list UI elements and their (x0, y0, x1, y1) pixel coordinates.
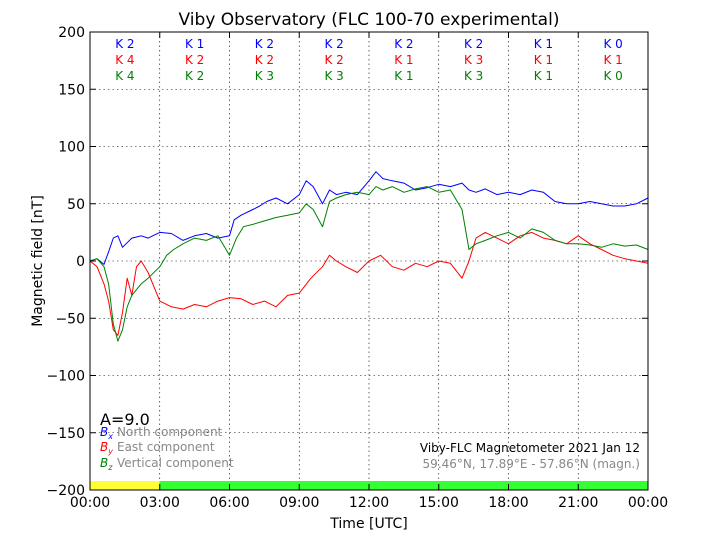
k-index-label: K 1 (185, 37, 204, 51)
instrument-info: Viby-FLC Magnetometer 2021 Jan 12 (420, 441, 640, 455)
data-series (89, 171, 649, 342)
x-tick-label: 03:00 (140, 495, 180, 511)
x-tick-label: 21:00 (558, 495, 598, 511)
k-index-table: K 2 K 1 K 2 K 2 K 2 K 2 K 1 K 0 K 4 K 2 K 2 K 2 K 1 K… (115, 37, 623, 83)
y-tick-label: −150 (47, 426, 85, 442)
k-index-label: K 4 (115, 53, 134, 67)
y-tick-label: −100 (47, 369, 85, 385)
k-index-label: K 2 (255, 53, 274, 67)
y-tick-label: −50 (55, 311, 85, 327)
k-index-label: K 0 (603, 69, 622, 83)
series-north-line (89, 171, 649, 265)
x-tick-label: 00:00 (70, 495, 110, 511)
k-index-label: K 3 (464, 69, 483, 83)
k-index-label: K 3 (324, 69, 343, 83)
k-index-label: K 2 (185, 53, 204, 67)
x-tick-label: 12:00 (349, 495, 389, 511)
k-index-label: K 2 (324, 37, 343, 51)
k-index-label: K 4 (115, 69, 134, 83)
y-tick-label: −200 (47, 483, 85, 499)
legend-symbol-vertical: Bz (100, 456, 113, 472)
y-tick-label: 100 (58, 140, 85, 156)
activity-segment (90, 481, 160, 490)
x-tick-label: 18:00 (488, 495, 528, 511)
legend-symbol-north: Bx (100, 425, 113, 441)
a-index: A=9.0 (100, 410, 150, 429)
x-axis-label: Time [UTC] (329, 516, 407, 532)
legend-symbol-east: By (100, 440, 113, 456)
y-tick-labels: −200 −150 −100 −50 0 50 100 150 200 (47, 25, 85, 499)
y-tick-label: 0 (76, 254, 85, 270)
k-index-label: K 1 (534, 37, 553, 51)
k-index-label: K 1 (603, 53, 622, 67)
legend-item-north: Bx North component (100, 425, 223, 441)
k-index-label: K 3 (255, 69, 274, 83)
legend: Bx North component By East component Bz … (100, 425, 234, 472)
k-index-label: K 1 (394, 53, 413, 67)
chart-title: Viby Observatory (FLC 100-70 experimenta… (179, 10, 560, 30)
y-tick-label: 150 (58, 82, 85, 98)
legend-label-vertical: Vertical component (117, 456, 234, 470)
k-index-label: K 0 (603, 37, 622, 51)
series-vertical-line (89, 186, 649, 342)
k-index-label: K 1 (394, 69, 413, 83)
legend-item-east: By East component (100, 440, 215, 456)
activity-bar (90, 481, 648, 490)
x-tick-label: 06:00 (209, 495, 249, 511)
y-tick-label: 200 (58, 25, 85, 41)
series-east-line (89, 231, 649, 336)
k-index-label: K 2 (464, 37, 483, 51)
location-info: 59.46°N, 17.89°E - 57.86°N (magn.) (423, 457, 640, 471)
k-index-label: K 2 (115, 37, 134, 51)
legend-label-east: East component (117, 440, 215, 454)
x-tick-label: 15:00 (419, 495, 459, 511)
legend-label-north: North component (117, 425, 223, 439)
x-tick-label: 00:00 (628, 495, 668, 511)
x-tick-labels: 00:00 03:00 06:00 09:00 12:00 15:00 18:00 21:00… (70, 495, 668, 511)
x-tick-label: 09:00 (279, 495, 319, 511)
y-tick-label: 50 (67, 197, 85, 213)
legend-item-vertical: Bz Vertical component (100, 456, 234, 472)
k-index-label: K 3 (464, 53, 483, 67)
activity-segment (159, 481, 648, 490)
k-index-label: K 2 (324, 53, 343, 67)
k-index-label: K 2 (185, 69, 204, 83)
k-index-label: K 1 (534, 53, 553, 67)
y-axis-label: Magnetic field [nT] (30, 195, 46, 327)
k-index-label: K 2 (394, 37, 413, 51)
ticks (89, 31, 649, 491)
k-index-label: K 1 (534, 69, 553, 83)
k-index-label: K 2 (255, 37, 274, 51)
